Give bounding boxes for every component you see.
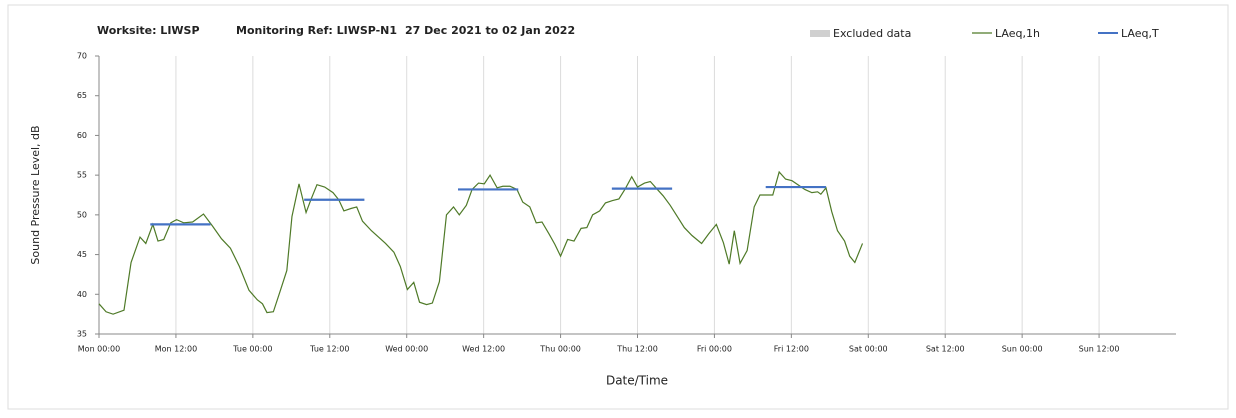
x-tick-label: Wed 12:00 xyxy=(462,345,505,354)
x-tick-label: Fri 12:00 xyxy=(774,345,809,354)
legend-label: LAeq,1h xyxy=(995,27,1040,40)
chart-title: 27 Dec 2021 to 02 Jan 2022 xyxy=(405,24,575,37)
chart-title: Worksite: LIWSP xyxy=(97,24,200,37)
y-tick-label: 55 xyxy=(77,171,87,180)
x-tick-label: Sat 12:00 xyxy=(926,345,965,354)
x-axis-label: Date/Time xyxy=(606,374,668,388)
series-line xyxy=(150,185,826,226)
chart-title: Monitoring Ref: LIWSP-N1 xyxy=(236,24,397,37)
y-tick-label: 65 xyxy=(77,91,87,100)
x-tick-label: Mon 00:00 xyxy=(78,345,120,354)
chart-frame xyxy=(7,4,1229,410)
y-tick-label: 70 xyxy=(77,52,87,61)
y-tick-label: 60 xyxy=(77,131,87,140)
y-tick-label: 35 xyxy=(77,330,87,339)
x-tick-label: Thu 00:00 xyxy=(539,345,581,354)
x-tick-label: Thu 12:00 xyxy=(616,345,658,354)
x-tick-label: Sun 12:00 xyxy=(1079,345,1120,354)
y-tick-label: 40 xyxy=(77,290,87,299)
x-tick-label: Wed 00:00 xyxy=(385,345,428,354)
x-tick-label: Sat 00:00 xyxy=(849,345,888,354)
x-tick-label: Tue 12:00 xyxy=(309,345,349,354)
y-tick-label: 50 xyxy=(77,210,87,219)
x-tick-label: Sun 00:00 xyxy=(1002,345,1043,354)
y-tick-label: 45 xyxy=(77,250,87,259)
legend-label: Excluded data xyxy=(833,27,911,40)
x-tick-label: Fri 00:00 xyxy=(697,345,732,354)
legend-label: LAeq,T xyxy=(1121,27,1159,40)
x-tick-label: Mon 12:00 xyxy=(155,345,197,354)
x-tick-label: Tue 00:00 xyxy=(232,345,272,354)
legend-swatch xyxy=(810,30,830,37)
y-axis-label: Sound Pressure Level, dB xyxy=(29,125,42,264)
series-line xyxy=(98,170,864,315)
